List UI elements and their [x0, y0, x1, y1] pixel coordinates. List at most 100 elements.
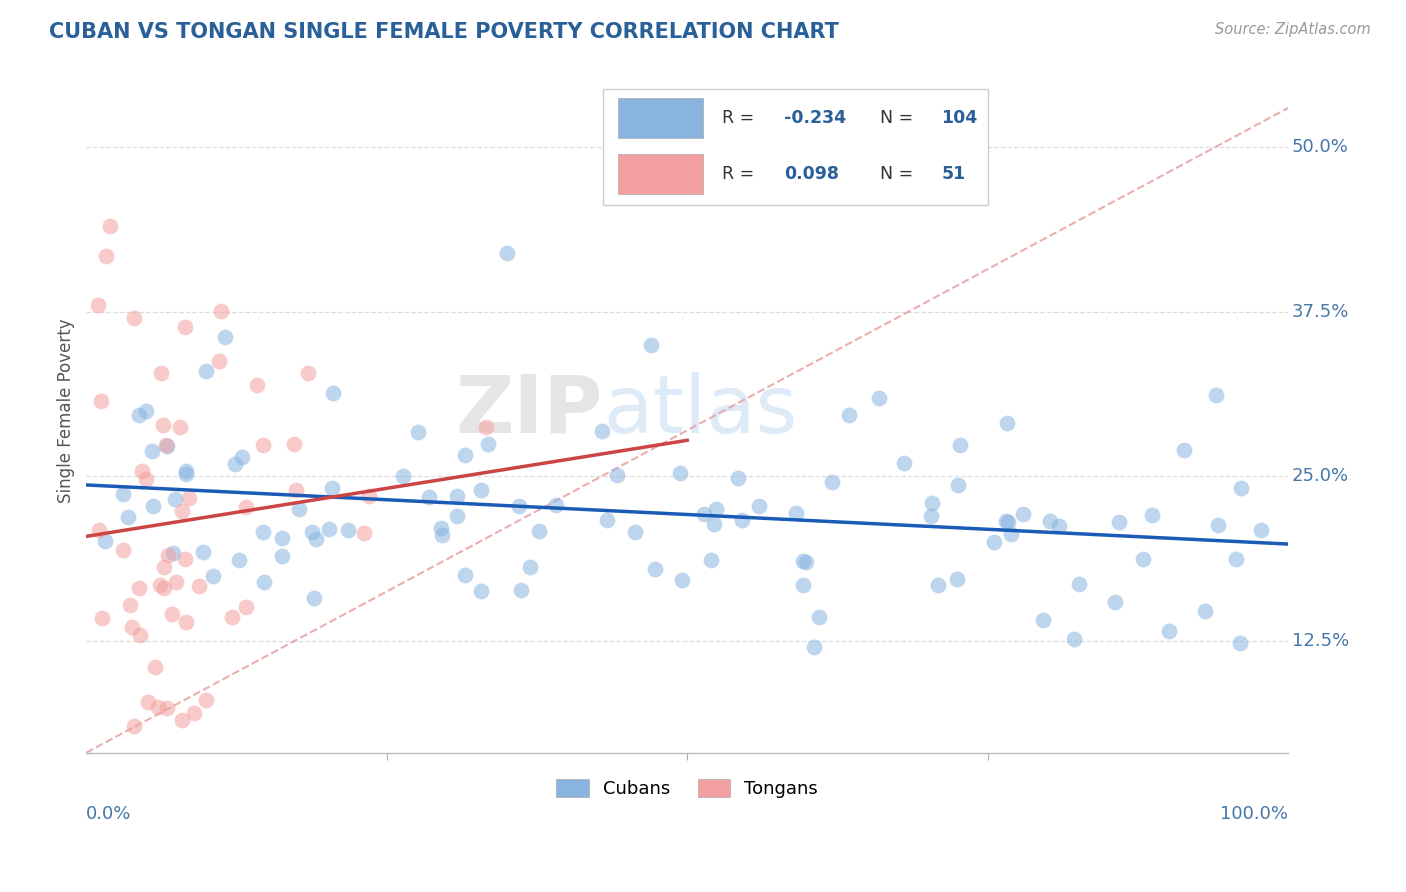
- Text: 0.0%: 0.0%: [86, 805, 132, 823]
- Point: [868, 391, 890, 405]
- Point: [152, 581, 174, 595]
- Point: [252, 524, 274, 539]
- Point: [162, 607, 184, 621]
- Point: [893, 456, 915, 470]
- Point: [1225, 552, 1247, 566]
- Point: [176, 615, 198, 629]
- Point: [474, 419, 496, 434]
- Point: [174, 464, 197, 478]
- Point: [1229, 481, 1251, 495]
- Point: [283, 437, 305, 451]
- Point: [162, 545, 184, 559]
- Point: [706, 502, 728, 516]
- Point: [170, 504, 193, 518]
- Point: [305, 532, 328, 546]
- Point: [624, 524, 647, 539]
- Point: [1132, 551, 1154, 566]
- Point: [169, 420, 191, 434]
- Point: [149, 578, 172, 592]
- Point: [304, 591, 326, 605]
- Point: [946, 478, 969, 492]
- Point: [454, 568, 477, 582]
- Point: [155, 438, 177, 452]
- Point: [112, 543, 135, 558]
- Text: 50.0%: 50.0%: [1292, 138, 1348, 156]
- Point: [785, 506, 807, 520]
- Point: [128, 408, 150, 422]
- Point: [284, 483, 307, 497]
- Point: [131, 464, 153, 478]
- Point: [1039, 514, 1062, 528]
- Point: [150, 367, 173, 381]
- Point: [202, 568, 225, 582]
- Point: [111, 487, 134, 501]
- Point: [208, 354, 231, 368]
- Point: [921, 496, 943, 510]
- Point: [920, 509, 942, 524]
- Point: [1047, 518, 1070, 533]
- Point: [983, 535, 1005, 549]
- Point: [693, 507, 716, 521]
- Point: [156, 701, 179, 715]
- Point: [1159, 624, 1181, 638]
- Point: [430, 521, 453, 535]
- Point: [803, 640, 825, 655]
- Point: [96, 249, 118, 263]
- Point: [453, 449, 475, 463]
- Point: [700, 553, 723, 567]
- Point: [546, 498, 568, 512]
- Point: [124, 311, 146, 326]
- Point: [221, 610, 243, 624]
- Point: [153, 560, 176, 574]
- Point: [1229, 636, 1251, 650]
- Text: atlas: atlas: [603, 372, 797, 450]
- Point: [195, 693, 218, 707]
- Point: [120, 598, 142, 612]
- Point: [727, 471, 749, 485]
- Point: [152, 418, 174, 433]
- Point: [838, 408, 860, 422]
- Point: [166, 575, 188, 590]
- Point: [748, 500, 770, 514]
- Point: [606, 467, 628, 482]
- Point: [1205, 388, 1227, 402]
- Point: [173, 319, 195, 334]
- Point: [519, 559, 541, 574]
- Point: [288, 502, 311, 516]
- Point: [446, 489, 468, 503]
- Point: [1206, 517, 1229, 532]
- Point: [792, 578, 814, 592]
- Text: 12.5%: 12.5%: [1292, 632, 1348, 649]
- Point: [231, 450, 253, 464]
- Point: [1194, 604, 1216, 618]
- Point: [703, 517, 725, 532]
- Point: [141, 444, 163, 458]
- Point: [174, 467, 197, 481]
- Text: 25.0%: 25.0%: [1292, 467, 1348, 485]
- Point: [136, 695, 159, 709]
- Point: [359, 489, 381, 503]
- Point: [1063, 632, 1085, 647]
- Point: [807, 609, 830, 624]
- Point: [297, 366, 319, 380]
- Point: [794, 555, 817, 569]
- Point: [508, 499, 530, 513]
- Point: [995, 416, 1018, 430]
- Point: [124, 719, 146, 733]
- Point: [406, 425, 429, 440]
- Point: [669, 466, 692, 480]
- Point: [1104, 595, 1126, 609]
- Point: [322, 386, 344, 401]
- Legend: Cubans, Tongans: Cubans, Tongans: [548, 772, 825, 805]
- Point: [271, 549, 294, 564]
- Point: [163, 491, 186, 506]
- Point: [1000, 526, 1022, 541]
- Text: 37.5%: 37.5%: [1292, 303, 1350, 321]
- Point: [224, 458, 246, 472]
- Point: [1108, 516, 1130, 530]
- Point: [209, 304, 232, 318]
- Point: [156, 548, 179, 562]
- Point: [183, 706, 205, 721]
- Point: [252, 438, 274, 452]
- Text: Source: ZipAtlas.com: Source: ZipAtlas.com: [1215, 22, 1371, 37]
